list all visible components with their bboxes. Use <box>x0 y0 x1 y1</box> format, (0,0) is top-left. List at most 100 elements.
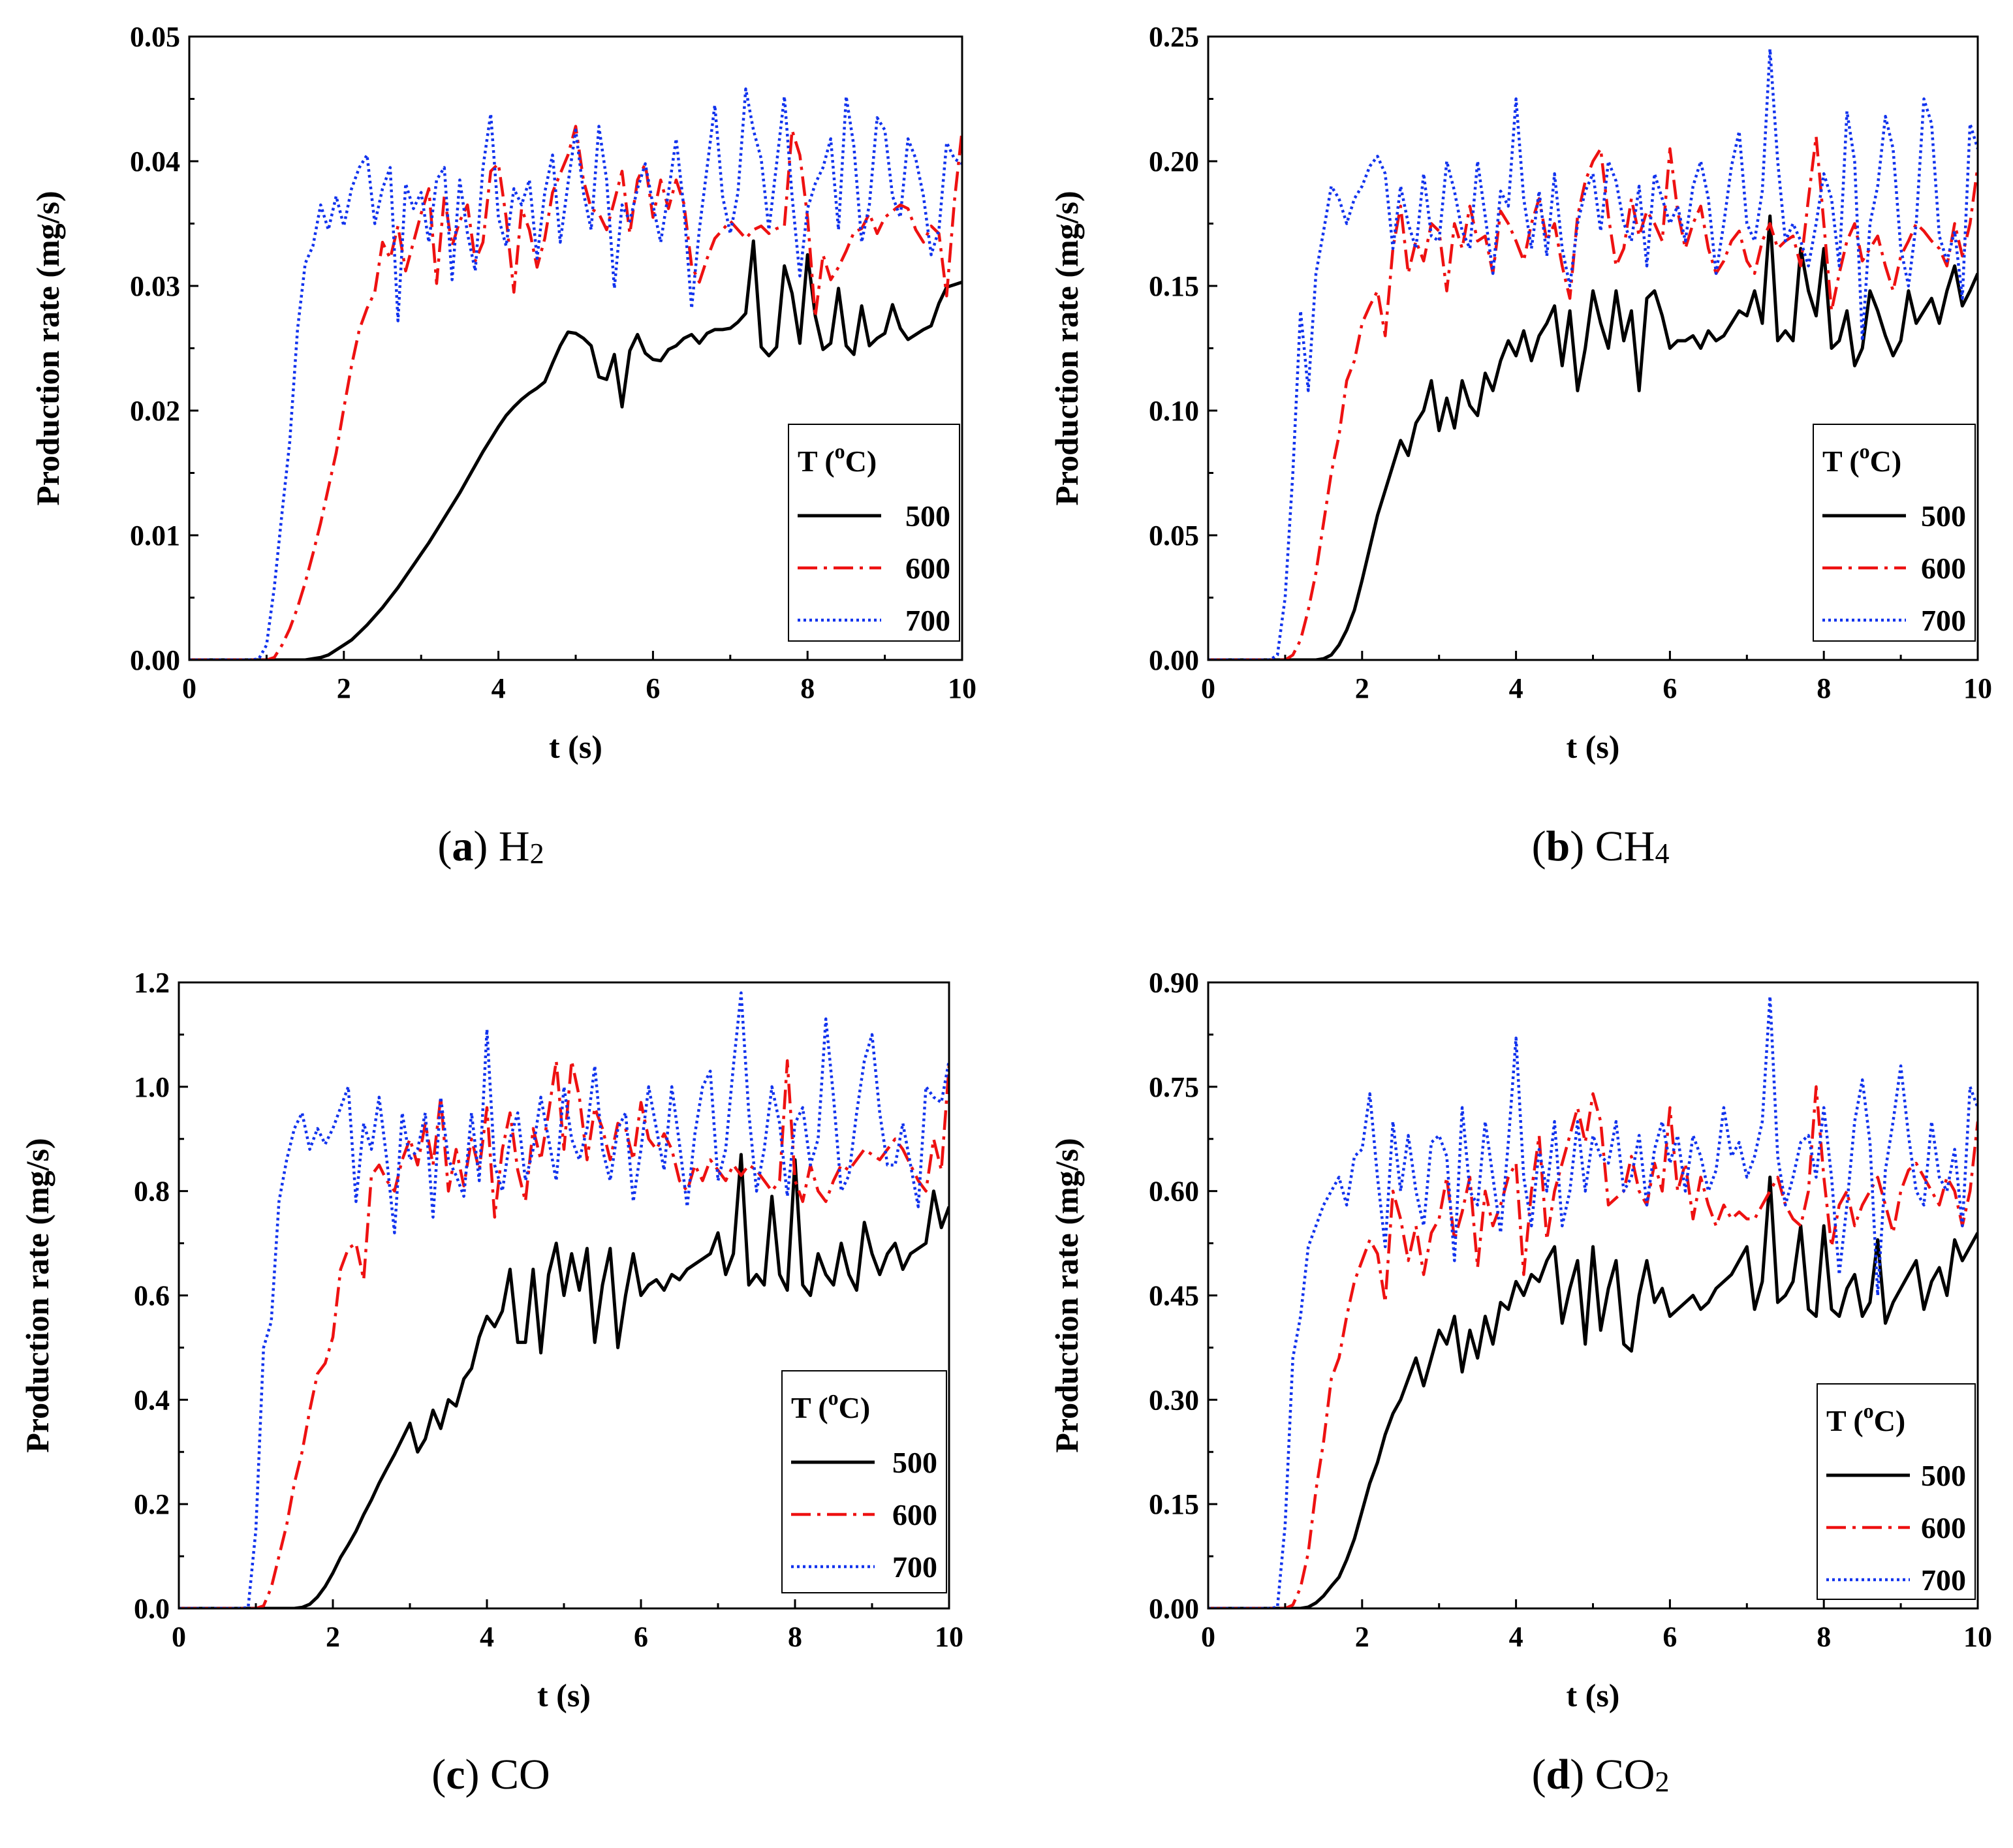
legend-title-suffix: C) <box>845 445 877 478</box>
legend: T (oC) 500 600 700 <box>788 424 960 642</box>
y-axis-title: Production rate (mg/s) <box>1048 1138 1085 1452</box>
legend-box <box>788 424 960 642</box>
legend-title-suffix: C) <box>1874 1404 1906 1437</box>
y-tick-label: 0.05 <box>130 21 180 53</box>
y-tick-label: 0.00 <box>130 644 180 676</box>
y-tick-label: 0.10 <box>1149 395 1199 427</box>
caption-species: CO <box>1595 1751 1655 1798</box>
x-tick-label: 6 <box>646 672 660 704</box>
x-tick-label: 0 <box>1201 1621 1215 1653</box>
caption-letter: c <box>446 1751 465 1798</box>
y-tick-label: 1.2 <box>134 967 170 999</box>
legend-title-superscript: o <box>1864 1399 1874 1422</box>
legend-title: T (oC) <box>1826 1399 1905 1437</box>
y-tick-label: 1.0 <box>134 1071 170 1103</box>
y-tick-label: 0.05 <box>1149 520 1199 552</box>
legend-label-500: 500 <box>1921 499 1966 533</box>
legend-title: T (oC) <box>798 439 877 478</box>
y-tick-label: 0.2 <box>134 1488 170 1520</box>
caption-species: H <box>499 822 530 870</box>
chart-panel-d: 0 2 4 6 8 10 0.00 0.15 0.30 0.45 0.60 0.75 0.90 t (s)… <box>1048 967 1992 1798</box>
plot-area <box>1208 47 1978 660</box>
legend-title-prefix: T ( <box>798 445 835 478</box>
legend-label-700: 700 <box>1921 1563 1966 1597</box>
y-tick-label: 0.8 <box>134 1176 170 1208</box>
x-tick-label: 2 <box>337 672 351 704</box>
x-tick-label: 4 <box>480 1621 494 1653</box>
legend-title-superscript: o <box>1860 439 1870 463</box>
series-line-700 <box>1208 47 1978 660</box>
y-tick-label: 0.60 <box>1149 1176 1199 1208</box>
y-tick-label: 0.01 <box>130 520 180 552</box>
legend-label-600: 600 <box>905 552 950 585</box>
y-tick-label: 0.75 <box>1149 1071 1199 1103</box>
x-tick-label: 2 <box>1355 1621 1369 1653</box>
x-tick-label: 8 <box>1817 672 1831 704</box>
legend-title-superscript: o <box>828 1386 839 1409</box>
series-line-600 <box>189 125 962 660</box>
y-tick-label: 0.0 <box>134 1593 170 1625</box>
x-tick-label: 10 <box>1963 1621 1992 1653</box>
panel-caption: (b) CH4 <box>1532 822 1670 870</box>
caption-letter: d <box>1546 1751 1570 1798</box>
x-axis-title: t (s) <box>1567 1677 1620 1714</box>
caption-subscript: 2 <box>530 838 544 869</box>
series-line-500 <box>1208 214 1978 660</box>
legend-label-500: 500 <box>1921 1459 1966 1492</box>
y-axis-title: Production rate (mg/s) <box>19 1138 55 1452</box>
legend-label-700: 700 <box>1921 604 1966 637</box>
series-line-600 <box>179 1059 949 1608</box>
caption-letter: b <box>1546 822 1570 870</box>
x-tick-label: 0 <box>1201 672 1215 704</box>
legend-title: T (oC) <box>1822 439 1901 478</box>
y-tick-label: 0.25 <box>1149 21 1199 53</box>
y-tick-label: 0.04 <box>130 146 180 178</box>
legend: T (oC) 500 600 700 <box>1817 1383 1976 1600</box>
series-line-700 <box>189 87 962 660</box>
caption-species: CH <box>1595 822 1655 870</box>
y-tick-label: 0.15 <box>1149 1488 1199 1520</box>
y-tick-label: 0.00 <box>1149 1593 1199 1625</box>
x-tick-label: 2 <box>1355 672 1369 704</box>
series-line-700 <box>179 991 949 1608</box>
x-axis-title: t (s) <box>1567 728 1620 765</box>
series-line-500 <box>189 239 962 660</box>
plot-area <box>179 991 949 1608</box>
x-tick-label: 10 <box>935 1621 963 1653</box>
legend-label-700: 700 <box>892 1550 937 1584</box>
x-tick-label: 0 <box>182 672 196 704</box>
x-tick-label: 2 <box>326 1621 340 1653</box>
legend-title-prefix: T ( <box>1822 445 1860 478</box>
series-line-700 <box>1208 995 1978 1608</box>
y-axis-title: Production rate (mg/s) <box>1048 191 1085 505</box>
legend-label-700: 700 <box>905 604 950 637</box>
series-line-500 <box>1208 1175 1978 1608</box>
caption-letter: a <box>452 822 473 870</box>
x-tick-label: 10 <box>948 672 976 704</box>
legend: T (oC) 500 600 700 <box>781 1370 947 1593</box>
legend-box <box>1817 1383 1976 1600</box>
x-axis-title: t (s) <box>549 728 602 765</box>
series-line-600 <box>1208 1085 1978 1608</box>
y-tick-label: 0.03 <box>130 270 180 302</box>
legend-label-600: 600 <box>1921 552 1966 585</box>
x-tick-label: 6 <box>634 1621 648 1653</box>
chart-panel-b: 0 2 4 6 8 10 0.00 0.05 0.10 0.15 0.20 0.25 t (s) Prod… <box>1048 21 1992 870</box>
legend-title: T (oC) <box>791 1386 870 1424</box>
x-tick-label: 0 <box>172 1621 186 1653</box>
x-tick-label: 8 <box>800 672 815 704</box>
legend-box <box>781 1370 947 1593</box>
chart-panel-c: 0 2 4 6 8 10 0.0 0.2 0.4 0.6 0.8 1.0 1.2 t (s) Product… <box>19 967 963 1798</box>
legend: T (oC) 500 600 700 <box>1813 424 1976 642</box>
series-line-500 <box>179 1153 949 1608</box>
legend-label-600: 600 <box>892 1498 937 1531</box>
y-tick-label: 0.4 <box>134 1384 170 1416</box>
y-tick-label: 0.00 <box>1149 644 1199 676</box>
x-tick-label: 8 <box>788 1621 802 1653</box>
x-tick-label: 6 <box>1662 1621 1677 1653</box>
plot-area <box>189 87 962 660</box>
series-line-600 <box>1208 134 1978 660</box>
y-tick-label: 0.30 <box>1149 1384 1199 1416</box>
x-tick-label: 4 <box>1509 1621 1523 1653</box>
